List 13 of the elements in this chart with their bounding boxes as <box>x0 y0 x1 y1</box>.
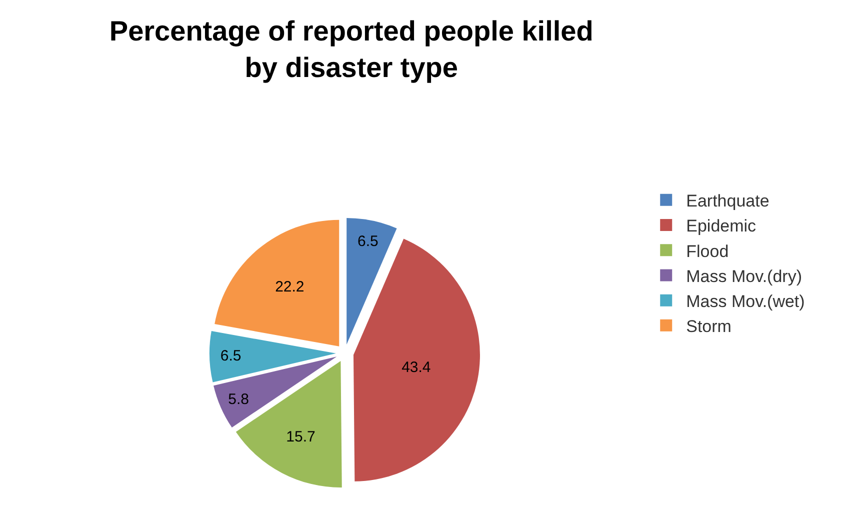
data-label: 6.5 <box>357 232 378 250</box>
data-label: 5.8 <box>228 391 249 408</box>
chart-title: Percentage of reported people killed by disaster type <box>109 15 594 83</box>
legend-label: Earthquate <box>686 192 770 211</box>
data-label: 6.5 <box>220 348 242 365</box>
data-label: 15.7 <box>286 428 316 446</box>
data-label: 43.4 <box>402 359 431 376</box>
data-label: 22.2 <box>275 278 304 296</box>
legend-label: Flood <box>686 242 729 261</box>
legend-label: Mass Mov.(wet) <box>686 292 805 311</box>
legend-label: Epidemic <box>686 216 757 236</box>
legend-label: Storm <box>686 317 732 336</box>
legend-label: Mass Mov.(dry) <box>686 266 802 286</box>
